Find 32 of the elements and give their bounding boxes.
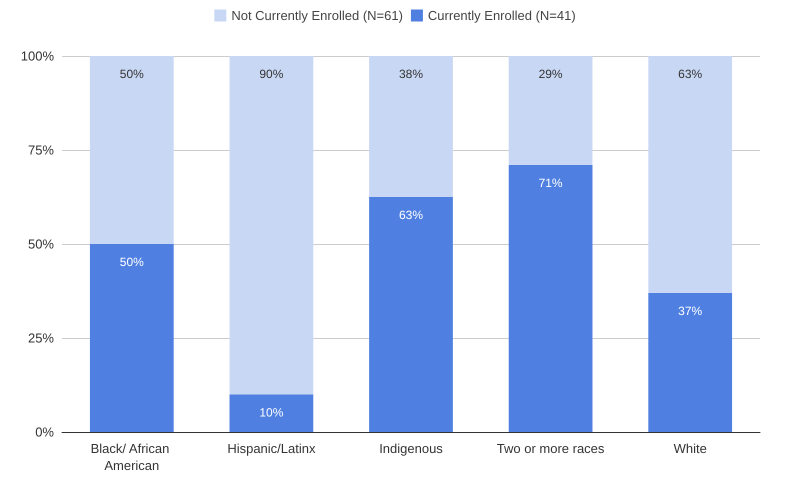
x-tick-label: White [674, 441, 707, 456]
y-tick-label: 0% [35, 424, 54, 440]
data-label: 63% [678, 67, 703, 81]
bar [508, 56, 592, 166]
bar [90, 56, 174, 244]
bar [508, 165, 592, 432]
x-tick-label: Indigenous [379, 441, 444, 456]
y-tick-label: 25% [28, 330, 54, 346]
bar [230, 56, 314, 394]
y-tick-label: 100% [20, 48, 54, 64]
bar [90, 244, 174, 432]
data-label: 10% [259, 405, 284, 420]
x-tick-label: Black/ African American [90, 441, 173, 473]
data-label: 71% [538, 176, 563, 190]
bar [648, 292, 732, 432]
data-label: 90% [259, 67, 284, 81]
data-label: 37% [678, 304, 703, 318]
bar [369, 56, 453, 197]
bar [369, 197, 453, 432]
y-tick-label: 50% [28, 236, 54, 252]
bar [648, 56, 732, 293]
data-label: 63% [398, 208, 424, 222]
data-label: 50% [120, 67, 144, 81]
x-tick-label: Hispanic/Latinx [227, 441, 316, 456]
data-label: 29% [538, 67, 563, 81]
y-tick-label: 75% [28, 142, 54, 158]
legend-label: Currently Enrolled (N=41) [428, 8, 576, 23]
data-label: 38% [398, 67, 424, 81]
bar [230, 394, 314, 432]
legend-label: Not Currently Enrolled (N=61) [231, 8, 403, 23]
x-tick-label: Two or more races [496, 441, 605, 456]
data-label: 50% [120, 255, 144, 269]
